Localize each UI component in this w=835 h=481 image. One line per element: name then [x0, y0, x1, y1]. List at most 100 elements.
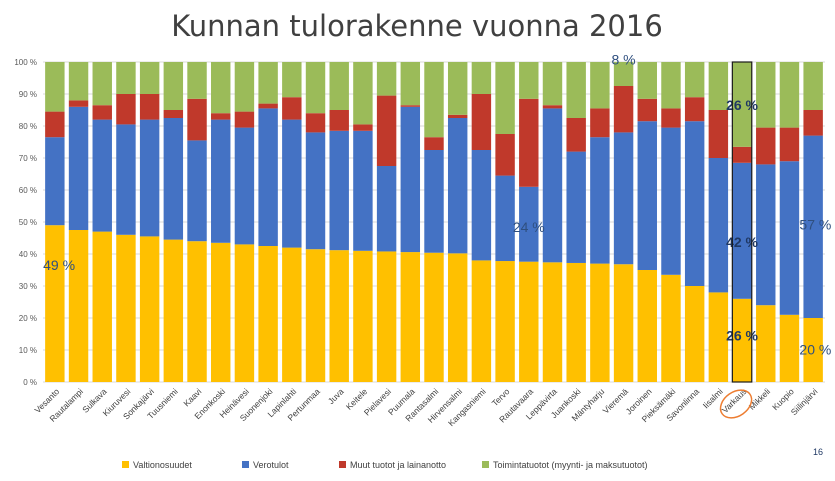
bar-segment-3 — [684, 97, 705, 122]
highlight-frame — [731, 61, 753, 383]
y-tick-label: 30 % — [19, 282, 37, 291]
bar-segment-1 — [566, 262, 586, 382]
bar-segment-1 — [282, 247, 302, 382]
bar-segment-2 — [471, 150, 492, 261]
bar-segment-4 — [45, 62, 65, 112]
bar-segment-3 — [424, 137, 444, 150]
legend-label: Toimintatuotot (myynti- ja maksutuotot) — [493, 460, 648, 470]
bar-segment-2 — [756, 164, 776, 306]
annotations: 49 % 8 % 24 % 26 % 42 % 26 % 57 % 20 % — [43, 51, 831, 357]
bar-segment-1 — [447, 253, 468, 382]
highlight-circle — [719, 389, 753, 419]
page-number: 16 — [813, 447, 823, 457]
bar-segment-1 — [542, 262, 563, 382]
bar-segment-1 — [495, 261, 515, 382]
bar-segment-4 — [779, 62, 800, 128]
bar-segment-2 — [803, 135, 823, 318]
bar-segment-2 — [590, 137, 610, 264]
bar-segment-3 — [519, 98, 539, 187]
bar-segment-1 — [590, 263, 610, 382]
bar-segment-2 — [211, 119, 231, 243]
bar-segment-1 — [139, 236, 160, 382]
bar-segment-1 — [353, 250, 373, 382]
bar-segment-3 — [92, 105, 112, 120]
bar-segment-1 — [92, 231, 112, 382]
bar-segment-2 — [187, 140, 207, 242]
bar-segment-1 — [258, 246, 278, 382]
bar-segment-3 — [116, 94, 136, 125]
bar-segment-2 — [92, 119, 112, 232]
bar-segment-4 — [613, 62, 634, 86]
bar-segment-2 — [258, 108, 278, 247]
bar-segment-4 — [637, 62, 657, 99]
bar-segment-1 — [45, 225, 65, 382]
bar-segment-1 — [803, 318, 823, 382]
data-label: 57 % — [799, 217, 831, 233]
y-tick-label: 40 % — [19, 250, 37, 259]
bar-segment-4 — [163, 62, 184, 110]
bar-segment-1 — [471, 260, 492, 382]
bar-segment-2 — [45, 137, 65, 226]
bar-segment-3 — [45, 111, 65, 138]
bar-segment-4 — [661, 62, 681, 109]
bar-segment-4 — [732, 62, 752, 147]
bar-segment-4 — [708, 62, 729, 110]
bar-segment-1 — [424, 252, 444, 382]
bar-segment-4 — [495, 62, 515, 134]
bar-segment-3 — [305, 113, 326, 133]
data-label: 26 % — [726, 328, 758, 344]
bar-segment-3 — [590, 108, 610, 138]
bar-segment-2 — [495, 175, 515, 262]
bar-segment-1 — [732, 298, 752, 382]
bar-segment-1 — [661, 274, 681, 382]
y-tick-label: 80 % — [19, 122, 37, 131]
bar-segment-2 — [637, 121, 657, 270]
bar-segment-4 — [234, 62, 255, 112]
bar-segment-3 — [68, 100, 89, 107]
bar-segment-3 — [803, 110, 823, 136]
bar-segment-2 — [376, 166, 397, 252]
bar-segment-2 — [329, 130, 349, 251]
bar-segment-2 — [732, 162, 752, 299]
bar-segment-1 — [234, 244, 255, 382]
x-axis: VesantoRautalampiSulkavaKiuruvesiSonkajä… — [32, 386, 819, 428]
bar-segment-1 — [211, 242, 231, 382]
bar-segment-2 — [234, 127, 255, 245]
bar-segment-3 — [732, 146, 752, 163]
bar-segment-3 — [163, 110, 184, 118]
bar-segment-3 — [756, 127, 776, 165]
legend-swatch — [482, 461, 489, 468]
bar-segment-1 — [68, 230, 89, 382]
data-label: 20 % — [799, 341, 831, 357]
bar-segment-2 — [305, 132, 326, 250]
bar-segment-3 — [708, 110, 729, 158]
bar-segment-1 — [779, 314, 800, 382]
bar-segment-1 — [708, 292, 729, 382]
y-axis: 0 % 10 % 20 % 30 % 40 % 50 % 60 % 70 % 80 % 90 % 1… — [14, 58, 37, 387]
bar-segment-4 — [92, 62, 112, 106]
y-tick-label: 50 % — [19, 218, 37, 227]
y-tick-label: 70 % — [19, 154, 37, 163]
legend-label: Muut tuotot ja lainanotto — [350, 460, 446, 470]
bar-segment-4 — [803, 62, 823, 110]
bar-segment-3 — [637, 98, 657, 122]
bar-segment-4 — [282, 62, 302, 98]
bar-segment-2 — [542, 108, 563, 263]
bar-segment-4 — [447, 62, 468, 115]
data-label: 26 % — [726, 97, 758, 113]
bar-segment-1 — [163, 239, 184, 382]
bar-segment-1 — [376, 251, 397, 382]
bar-segment-3 — [258, 103, 278, 109]
bar-segment-1 — [684, 286, 705, 382]
bar-segment-3 — [139, 94, 160, 120]
x-tick-label: Mikkeli — [747, 386, 773, 412]
bar-segment-2 — [779, 161, 800, 315]
bar-segment-3 — [211, 113, 231, 120]
y-tick-label: 10 % — [19, 346, 37, 355]
bar-segment-2 — [353, 130, 373, 251]
bar-segment-4 — [424, 62, 444, 138]
bar-segment-3 — [376, 95, 397, 166]
data-label: 8 % — [612, 51, 636, 67]
bar-segment-2 — [708, 158, 729, 293]
